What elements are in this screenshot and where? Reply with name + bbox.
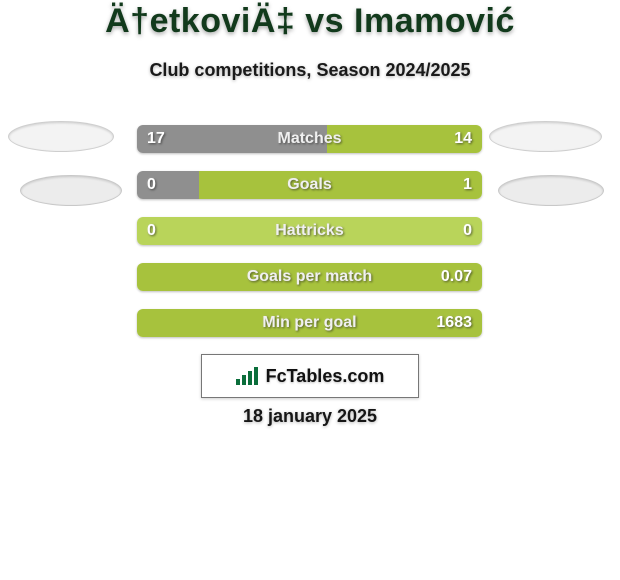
page-subtitle: Club competitions, Season 2024/2025 <box>0 60 620 81</box>
stat-label: Matches <box>137 125 482 153</box>
page-title: Ä†etkoviÄ‡ vs Imamović <box>0 2 620 41</box>
fctables-link[interactable]: FcTables.com <box>201 354 419 398</box>
stat-bar: 01Goals <box>137 171 482 199</box>
team-logo-placeholder <box>498 175 604 206</box>
snapshot-date: 18 january 2025 <box>0 406 620 427</box>
bar-chart-icon <box>236 367 260 385</box>
team-logo-placeholder <box>489 121 602 152</box>
stat-bar: 00Hattricks <box>137 217 482 245</box>
stat-label: Goals per match <box>137 263 482 291</box>
fctables-text: FcTables.com <box>266 366 385 387</box>
comparison-bars: 1714Matches 01Goals 00Hattricks 0.07Goals p… <box>137 125 482 355</box>
team-logo-placeholder <box>8 121 114 152</box>
team-logo-placeholder <box>20 175 122 206</box>
stat-bar: 1714Matches <box>137 125 482 153</box>
stat-bar: 1683Min per goal <box>137 309 482 337</box>
stat-label: Hattricks <box>137 217 482 245</box>
stat-label: Min per goal <box>137 309 482 337</box>
stat-label: Goals <box>137 171 482 199</box>
stat-bar: 0.07Goals per match <box>137 263 482 291</box>
